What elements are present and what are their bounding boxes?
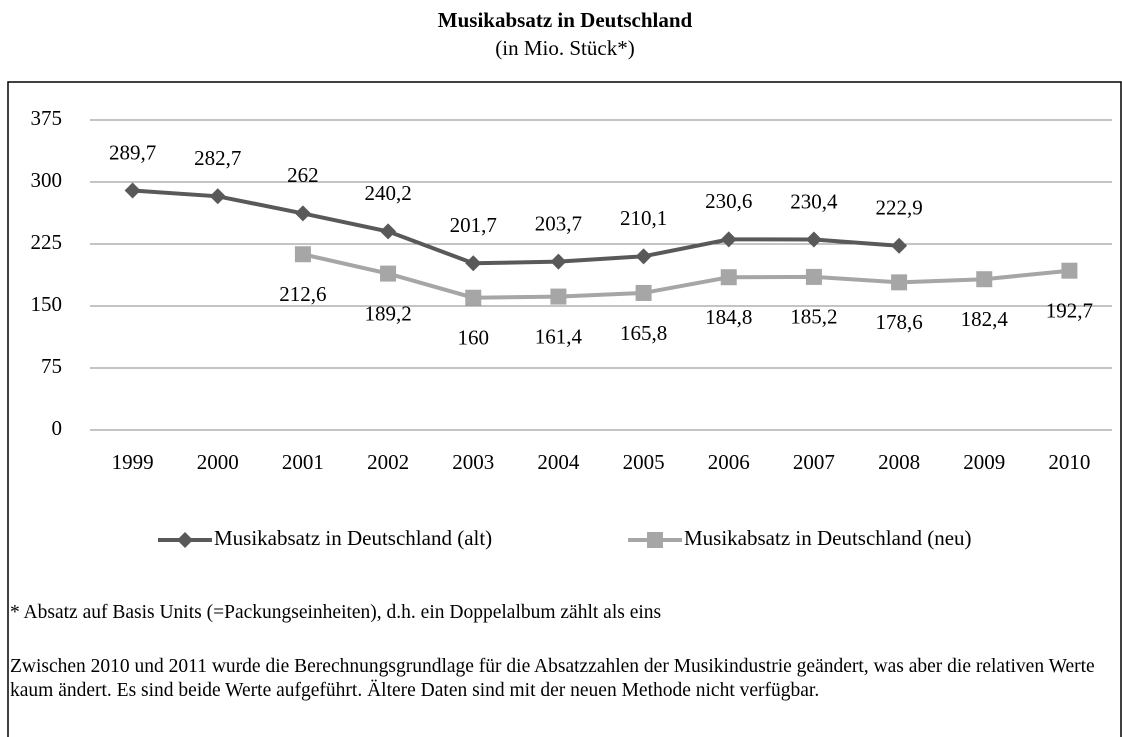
- data-point: [209, 188, 226, 205]
- y-tick-label: 0: [52, 416, 63, 440]
- data-label: 185,2: [790, 305, 837, 329]
- data-point: [465, 255, 482, 272]
- data-point: [635, 248, 652, 265]
- data-label: 192,7: [1046, 299, 1093, 323]
- x-tick-label: 1999: [112, 450, 154, 474]
- y-tick-label: 225: [31, 230, 63, 254]
- x-tick-label: 2003: [452, 450, 494, 474]
- data-point: [465, 289, 482, 306]
- footnote: * Absatz auf Basis Units (=Packungseinhe…: [10, 602, 662, 623]
- data-label: 289,7: [109, 140, 156, 164]
- x-tick-label: 2009: [963, 450, 1005, 474]
- legend-marker: [177, 532, 193, 548]
- data-label: 222,9: [875, 196, 922, 220]
- data-label: 230,6: [705, 189, 752, 213]
- x-tick-label: 2008: [878, 450, 920, 474]
- data-label: 184,8: [705, 305, 752, 329]
- x-tick-label: 2007: [793, 450, 835, 474]
- legend-label: Musikabsatz in Deutschland (neu): [684, 526, 972, 550]
- data-point: [720, 231, 737, 248]
- x-tick-label: 2005: [623, 450, 665, 474]
- data-point: [805, 231, 822, 248]
- chart-title: Musikabsatz in Deutschland: [438, 8, 693, 32]
- series-line: [132, 188, 900, 266]
- data-point: [550, 288, 567, 305]
- x-tick-label: 2010: [1048, 450, 1090, 474]
- legend-label: Musikabsatz in Deutschland (alt): [214, 526, 492, 550]
- x-tick-label: 2000: [197, 450, 239, 474]
- data-point: [1061, 262, 1078, 279]
- x-tick-label: 2006: [708, 450, 750, 474]
- data-label: 201,7: [450, 213, 497, 237]
- x-tick-label: 2004: [537, 450, 580, 474]
- chart-border: [7, 81, 1122, 737]
- x-tick-label: 2002: [367, 450, 409, 474]
- data-point: [294, 205, 311, 222]
- data-point: [635, 284, 652, 301]
- data-point: [976, 271, 993, 288]
- data-point: [891, 237, 908, 254]
- data-label: 165,8: [620, 321, 667, 345]
- data-point: [124, 182, 141, 199]
- series-line: [302, 252, 1070, 300]
- data-point: [550, 253, 567, 270]
- data-label: 203,7: [535, 211, 582, 235]
- data-label: 282,7: [194, 146, 241, 170]
- data-label: 240,2: [364, 181, 411, 205]
- data-point: [720, 269, 737, 286]
- data-point: [380, 265, 397, 282]
- data-point: [891, 274, 908, 291]
- note: Zwischen 2010 und 2011 wurde die Berechn…: [10, 656, 1095, 701]
- data-label: 182,4: [961, 307, 1009, 331]
- x-tick-label: 2001: [282, 450, 324, 474]
- y-tick-label: 375: [31, 106, 63, 130]
- data-point: [380, 223, 397, 240]
- data-label: 178,6: [875, 310, 922, 334]
- data-label: 262: [287, 163, 319, 187]
- data-label: 189,2: [364, 301, 411, 325]
- legend-marker: [647, 532, 663, 548]
- data-label: 210,1: [620, 206, 667, 230]
- y-tick-label: 150: [31, 292, 63, 316]
- data-label: 212,6: [279, 282, 326, 306]
- data-point: [805, 268, 822, 285]
- data-point: [294, 246, 311, 263]
- data-label: 161,4: [535, 324, 583, 348]
- data-label: 160: [458, 326, 490, 350]
- data-label: 230,4: [790, 189, 838, 213]
- y-tick-label: 75: [41, 354, 62, 378]
- chart-subtitle: (in Mio. Stück*): [495, 36, 634, 60]
- y-tick-label: 300: [31, 168, 63, 192]
